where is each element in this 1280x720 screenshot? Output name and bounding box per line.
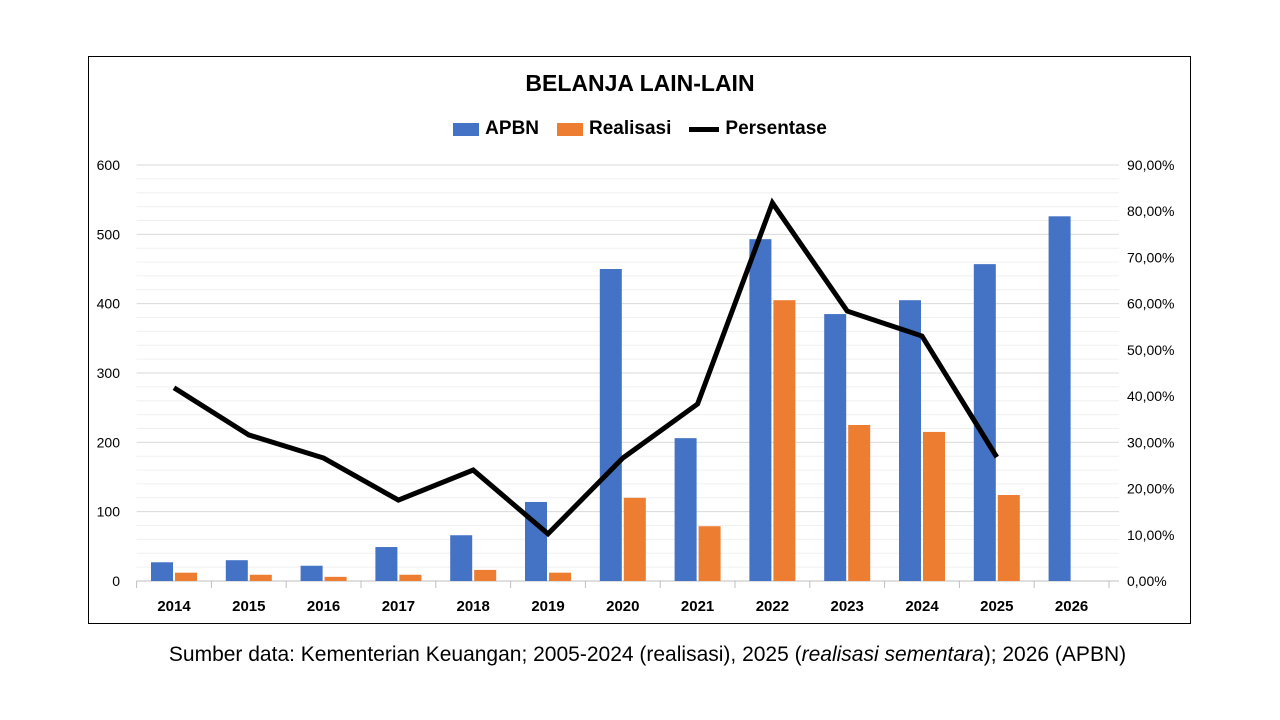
chart-frame [88,56,1191,624]
legend-label: Persentase [725,118,827,139]
bar-apbn [151,562,173,581]
x-tick-label: 2019 [531,598,564,615]
y-left-tick: 0 [112,573,120,589]
y-left-tick: 100 [97,504,121,520]
x-tick-label: 2018 [457,598,490,615]
bar-apbn [450,535,473,581]
bar-apbn [599,269,622,581]
bar-realisasi [923,431,945,581]
x-tick-label: 2016 [307,598,340,615]
line-persentase [172,197,999,538]
bar-realisasi [997,495,1020,581]
bar-apbn [973,264,996,581]
legend-label: Realisasi [589,118,672,139]
x-tick-label: 2024 [905,598,939,615]
y-right-tick: 60,00% [1127,296,1174,312]
source-italic: realisasi sementara [801,643,984,666]
y-left-tick: 200 [97,434,121,450]
x-tick-label: 2026 [1055,598,1088,615]
bar-realisasi [474,569,497,581]
y-left-tick: 500 [97,226,121,242]
bar-apbn [749,239,772,582]
y-right-tick: 30,00% [1127,434,1174,450]
y-right-tick: 50,00% [1127,342,1174,358]
bar-realisasi [623,497,646,581]
bar-realisasi [698,526,721,581]
legend-label: APBN [485,118,540,139]
x-tick-label: 2021 [681,598,714,615]
legend-swatch-persentase [689,126,720,132]
x-tick-label: 2025 [980,598,1013,615]
x-tick-label: 2015 [232,598,265,615]
bar-realisasi [175,572,197,581]
legend-swatch-realisasi [557,122,584,136]
source-note: Sumber data: Kementerian Keuangan; 2005-… [0,643,1280,667]
bar-realisasi [399,574,422,581]
legend-apbn: APBN [453,118,539,140]
y-right-tick: 70,00% [1127,249,1174,265]
bar-realisasi [549,572,571,581]
bar-apbn [899,300,921,581]
bar-apbn [225,560,248,581]
legend-swatch-apbn [453,122,480,136]
bar-apbn [674,438,697,581]
legend-persentase: Persentase [689,118,827,140]
y-right-tick: 0,00% [1127,573,1167,589]
y-right-tick: 90,00% [1127,157,1174,173]
y-right-tick: 20,00% [1127,481,1174,497]
y-right-tick: 80,00% [1127,203,1174,219]
chart-title: BELANJA LAIN-LAIN [525,70,755,96]
bar-realisasi [324,576,347,581]
bar-apbn [375,547,398,581]
bar-realisasi [773,300,796,581]
bar-apbn [824,314,847,581]
legend-realisasi: Realisasi [557,118,671,140]
y-right-tick: 10,00% [1127,527,1174,543]
bar-apbn [1048,216,1071,581]
source-text-end: ); 2026 (APBN) [983,643,1127,666]
legend: APBN Realisasi Persentase [0,118,1280,140]
x-tick-label: 2020 [606,598,639,615]
y-left-tick: 600 [97,157,121,173]
x-tick-label: 2022 [756,598,789,615]
bar-realisasi [848,425,871,581]
x-tick-label: 2017 [382,598,415,615]
x-tick-label: 2023 [831,598,864,615]
y-right-tick: 40,00% [1127,388,1174,404]
source-text: Sumber data: Kementerian Keuangan; 2005-… [168,643,802,666]
y-left-tick: 300 [97,365,121,381]
y-left-tick: 400 [97,296,121,312]
bar-realisasi [249,574,272,581]
x-tick-label: 2014 [157,598,191,615]
bar-apbn [300,565,323,581]
